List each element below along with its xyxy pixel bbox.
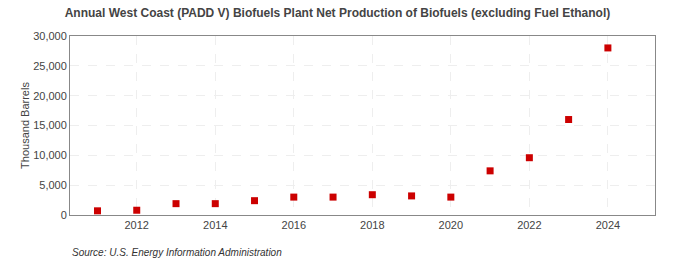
svg-text:0: 0	[61, 209, 67, 221]
svg-text:2016: 2016	[282, 219, 306, 231]
svg-text:2014: 2014	[203, 219, 227, 231]
svg-text:2018: 2018	[360, 219, 384, 231]
svg-text:5,000: 5,000	[39, 179, 67, 191]
svg-text:Thousand Barrels: Thousand Barrels	[19, 82, 31, 169]
svg-text:15,000: 15,000	[33, 119, 67, 131]
svg-text:30,000: 30,000	[33, 30, 67, 42]
svg-text:2012: 2012	[124, 219, 148, 231]
svg-text:20,000: 20,000	[33, 90, 67, 102]
svg-text:2024: 2024	[596, 219, 620, 231]
svg-text:Source: U.S. Energy Informatio: Source: U.S. Energy Information Administ…	[72, 247, 282, 258]
svg-text:25,000: 25,000	[33, 60, 67, 72]
svg-text:10,000: 10,000	[33, 149, 67, 161]
svg-text:2020: 2020	[439, 219, 463, 231]
svg-text:2022: 2022	[517, 219, 541, 231]
svg-text:Annual West Coast (PADD V) Bio: Annual West Coast (PADD V) Biofuels Plan…	[65, 6, 611, 20]
